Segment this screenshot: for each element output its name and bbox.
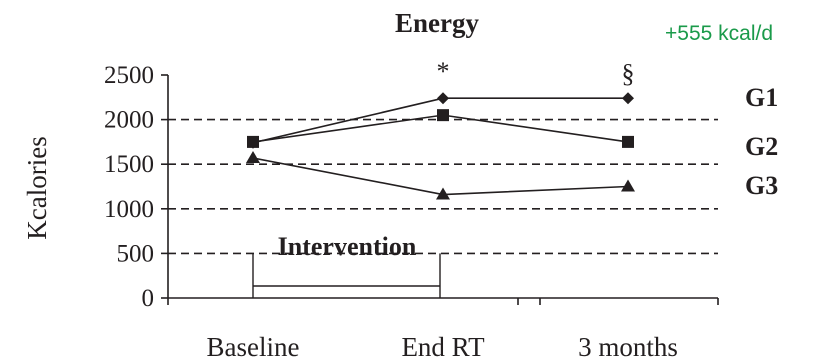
point-g2-1 bbox=[437, 109, 449, 122]
significance-mark-end-rt: * bbox=[437, 57, 450, 86]
point-g1-2 bbox=[622, 92, 634, 105]
chart-title: Energy bbox=[395, 8, 479, 38]
point-g1-1 bbox=[437, 92, 449, 105]
point-g3-0 bbox=[246, 150, 260, 163]
point-g3-1 bbox=[436, 187, 450, 200]
point-g3-2 bbox=[621, 179, 635, 192]
y-tick-label-2500: 2500 bbox=[104, 62, 154, 89]
intervention-label: Intervention bbox=[278, 232, 417, 261]
point-g2-2 bbox=[622, 135, 634, 148]
significance-mark-3-months: § bbox=[622, 59, 635, 88]
y-tick-label-500: 500 bbox=[117, 240, 155, 267]
y-tick-label-1000: 1000 bbox=[104, 196, 154, 223]
y-tick-label-2000: 2000 bbox=[104, 107, 154, 134]
y-tick-labels: 0 500 1000 1500 2000 2500 bbox=[104, 62, 154, 312]
series-label-g3: G3 bbox=[745, 171, 778, 200]
x-tick-label-1: End RT bbox=[401, 332, 485, 361]
series-label-g2: G2 bbox=[745, 132, 778, 161]
x-tick-label-0: Baseline bbox=[207, 332, 300, 361]
x-tick-labels: Baseline End RT 3 months bbox=[207, 332, 678, 361]
axes bbox=[161, 74, 719, 305]
y-tick-label-1500: 1500 bbox=[104, 151, 154, 178]
x-tick-label-2: 3 months bbox=[578, 332, 678, 361]
point-g2-0 bbox=[247, 135, 259, 148]
y-axis-label: Kcalories bbox=[22, 136, 52, 239]
intervention-bracket: Intervention bbox=[252, 232, 441, 298]
y-tick-label-0: 0 bbox=[142, 285, 155, 312]
series-group: G1 G2 G3 bbox=[246, 83, 778, 200]
corner-note: +555 kcal/d bbox=[665, 22, 773, 45]
series-label-g1: G1 bbox=[745, 83, 778, 112]
